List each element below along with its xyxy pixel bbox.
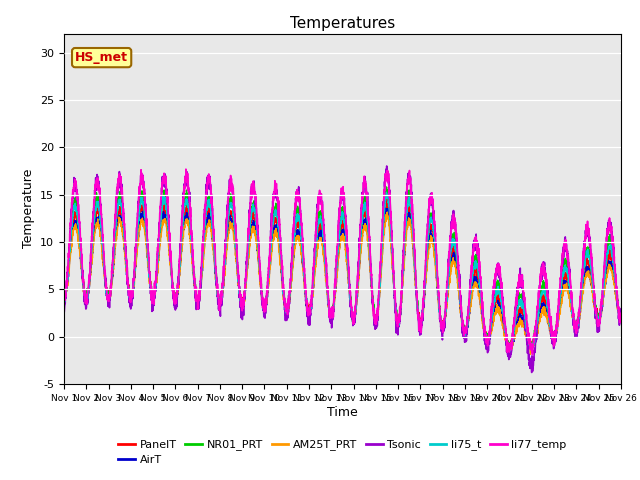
li77_temp <box>182 166 189 172</box>
NR01_PRT <box>383 184 390 190</box>
Title: Temperatures: Temperatures <box>290 16 395 31</box>
li77_temp <box>216 298 223 303</box>
li75_t <box>60 297 68 303</box>
Y-axis label: Temperature: Temperature <box>22 169 35 249</box>
AirT <box>179 228 187 233</box>
Line: AirT: AirT <box>64 208 621 351</box>
li77_temp <box>406 176 414 181</box>
PanelT <box>60 291 68 297</box>
AM25T_PRT <box>383 209 391 215</box>
Tsonic <box>617 319 625 324</box>
li77_temp <box>397 297 404 303</box>
AM25T_PRT <box>216 305 223 311</box>
li75_t <box>406 200 414 205</box>
PanelT <box>564 277 572 283</box>
AirT <box>617 317 625 323</box>
li75_t <box>617 314 625 320</box>
AirT <box>617 315 625 321</box>
AM25T_PRT <box>60 301 68 307</box>
NR01_PRT <box>564 266 572 272</box>
AM25T_PRT <box>179 230 187 236</box>
NR01_PRT <box>60 297 68 302</box>
PanelT <box>527 349 535 355</box>
AM25T_PRT <box>527 351 534 357</box>
Line: AM25T_PRT: AM25T_PRT <box>64 212 621 354</box>
AM25T_PRT <box>406 221 414 227</box>
NR01_PRT <box>397 300 404 305</box>
Tsonic <box>564 252 572 258</box>
PanelT <box>617 309 625 314</box>
PanelT <box>397 304 404 310</box>
li77_temp <box>617 315 625 321</box>
PanelT <box>383 196 391 202</box>
AirT <box>383 205 391 211</box>
Line: li77_temp: li77_temp <box>64 169 621 355</box>
li75_t <box>216 299 223 304</box>
PanelT <box>617 311 625 317</box>
AirT <box>564 287 572 292</box>
NR01_PRT <box>617 313 625 319</box>
Tsonic <box>60 303 68 309</box>
Line: Tsonic: Tsonic <box>64 166 621 372</box>
Line: NR01_PRT: NR01_PRT <box>64 187 621 351</box>
AirT <box>504 348 511 354</box>
li75_t <box>397 299 404 305</box>
AirT <box>60 297 68 303</box>
NR01_PRT <box>617 312 625 318</box>
Line: li75_t: li75_t <box>64 192 621 351</box>
Text: HS_met: HS_met <box>75 51 128 64</box>
PanelT <box>216 297 223 302</box>
AM25T_PRT <box>564 289 572 295</box>
Line: PanelT: PanelT <box>64 199 621 352</box>
X-axis label: Time: Time <box>327 406 358 419</box>
li75_t <box>564 272 572 277</box>
NR01_PRT <box>406 192 414 198</box>
li75_t <box>617 314 625 320</box>
Tsonic <box>216 307 223 312</box>
li77_temp <box>60 301 68 307</box>
li77_temp <box>564 256 572 262</box>
Legend: PanelT, AirT, NR01_PRT, AM25T_PRT, Tsonic, li75_t, li77_temp: PanelT, AirT, NR01_PRT, AM25T_PRT, Tsoni… <box>114 435 571 469</box>
NR01_PRT <box>216 299 223 304</box>
PanelT <box>406 214 414 219</box>
Tsonic <box>179 191 187 196</box>
Tsonic <box>617 320 625 325</box>
Tsonic <box>383 163 390 169</box>
AirT <box>397 307 404 313</box>
AM25T_PRT <box>397 306 404 312</box>
NR01_PRT <box>506 348 513 354</box>
AirT <box>216 302 223 308</box>
li77_temp <box>179 196 187 202</box>
Tsonic <box>528 370 536 375</box>
Tsonic <box>397 298 404 304</box>
li77_temp <box>529 352 536 358</box>
li77_temp <box>617 311 625 317</box>
li75_t <box>383 190 390 195</box>
NR01_PRT <box>179 213 187 218</box>
Tsonic <box>406 181 414 187</box>
AM25T_PRT <box>617 318 625 324</box>
li75_t <box>506 348 514 354</box>
PanelT <box>179 222 187 228</box>
li75_t <box>179 215 187 221</box>
AirT <box>406 219 414 225</box>
AM25T_PRT <box>617 313 625 319</box>
